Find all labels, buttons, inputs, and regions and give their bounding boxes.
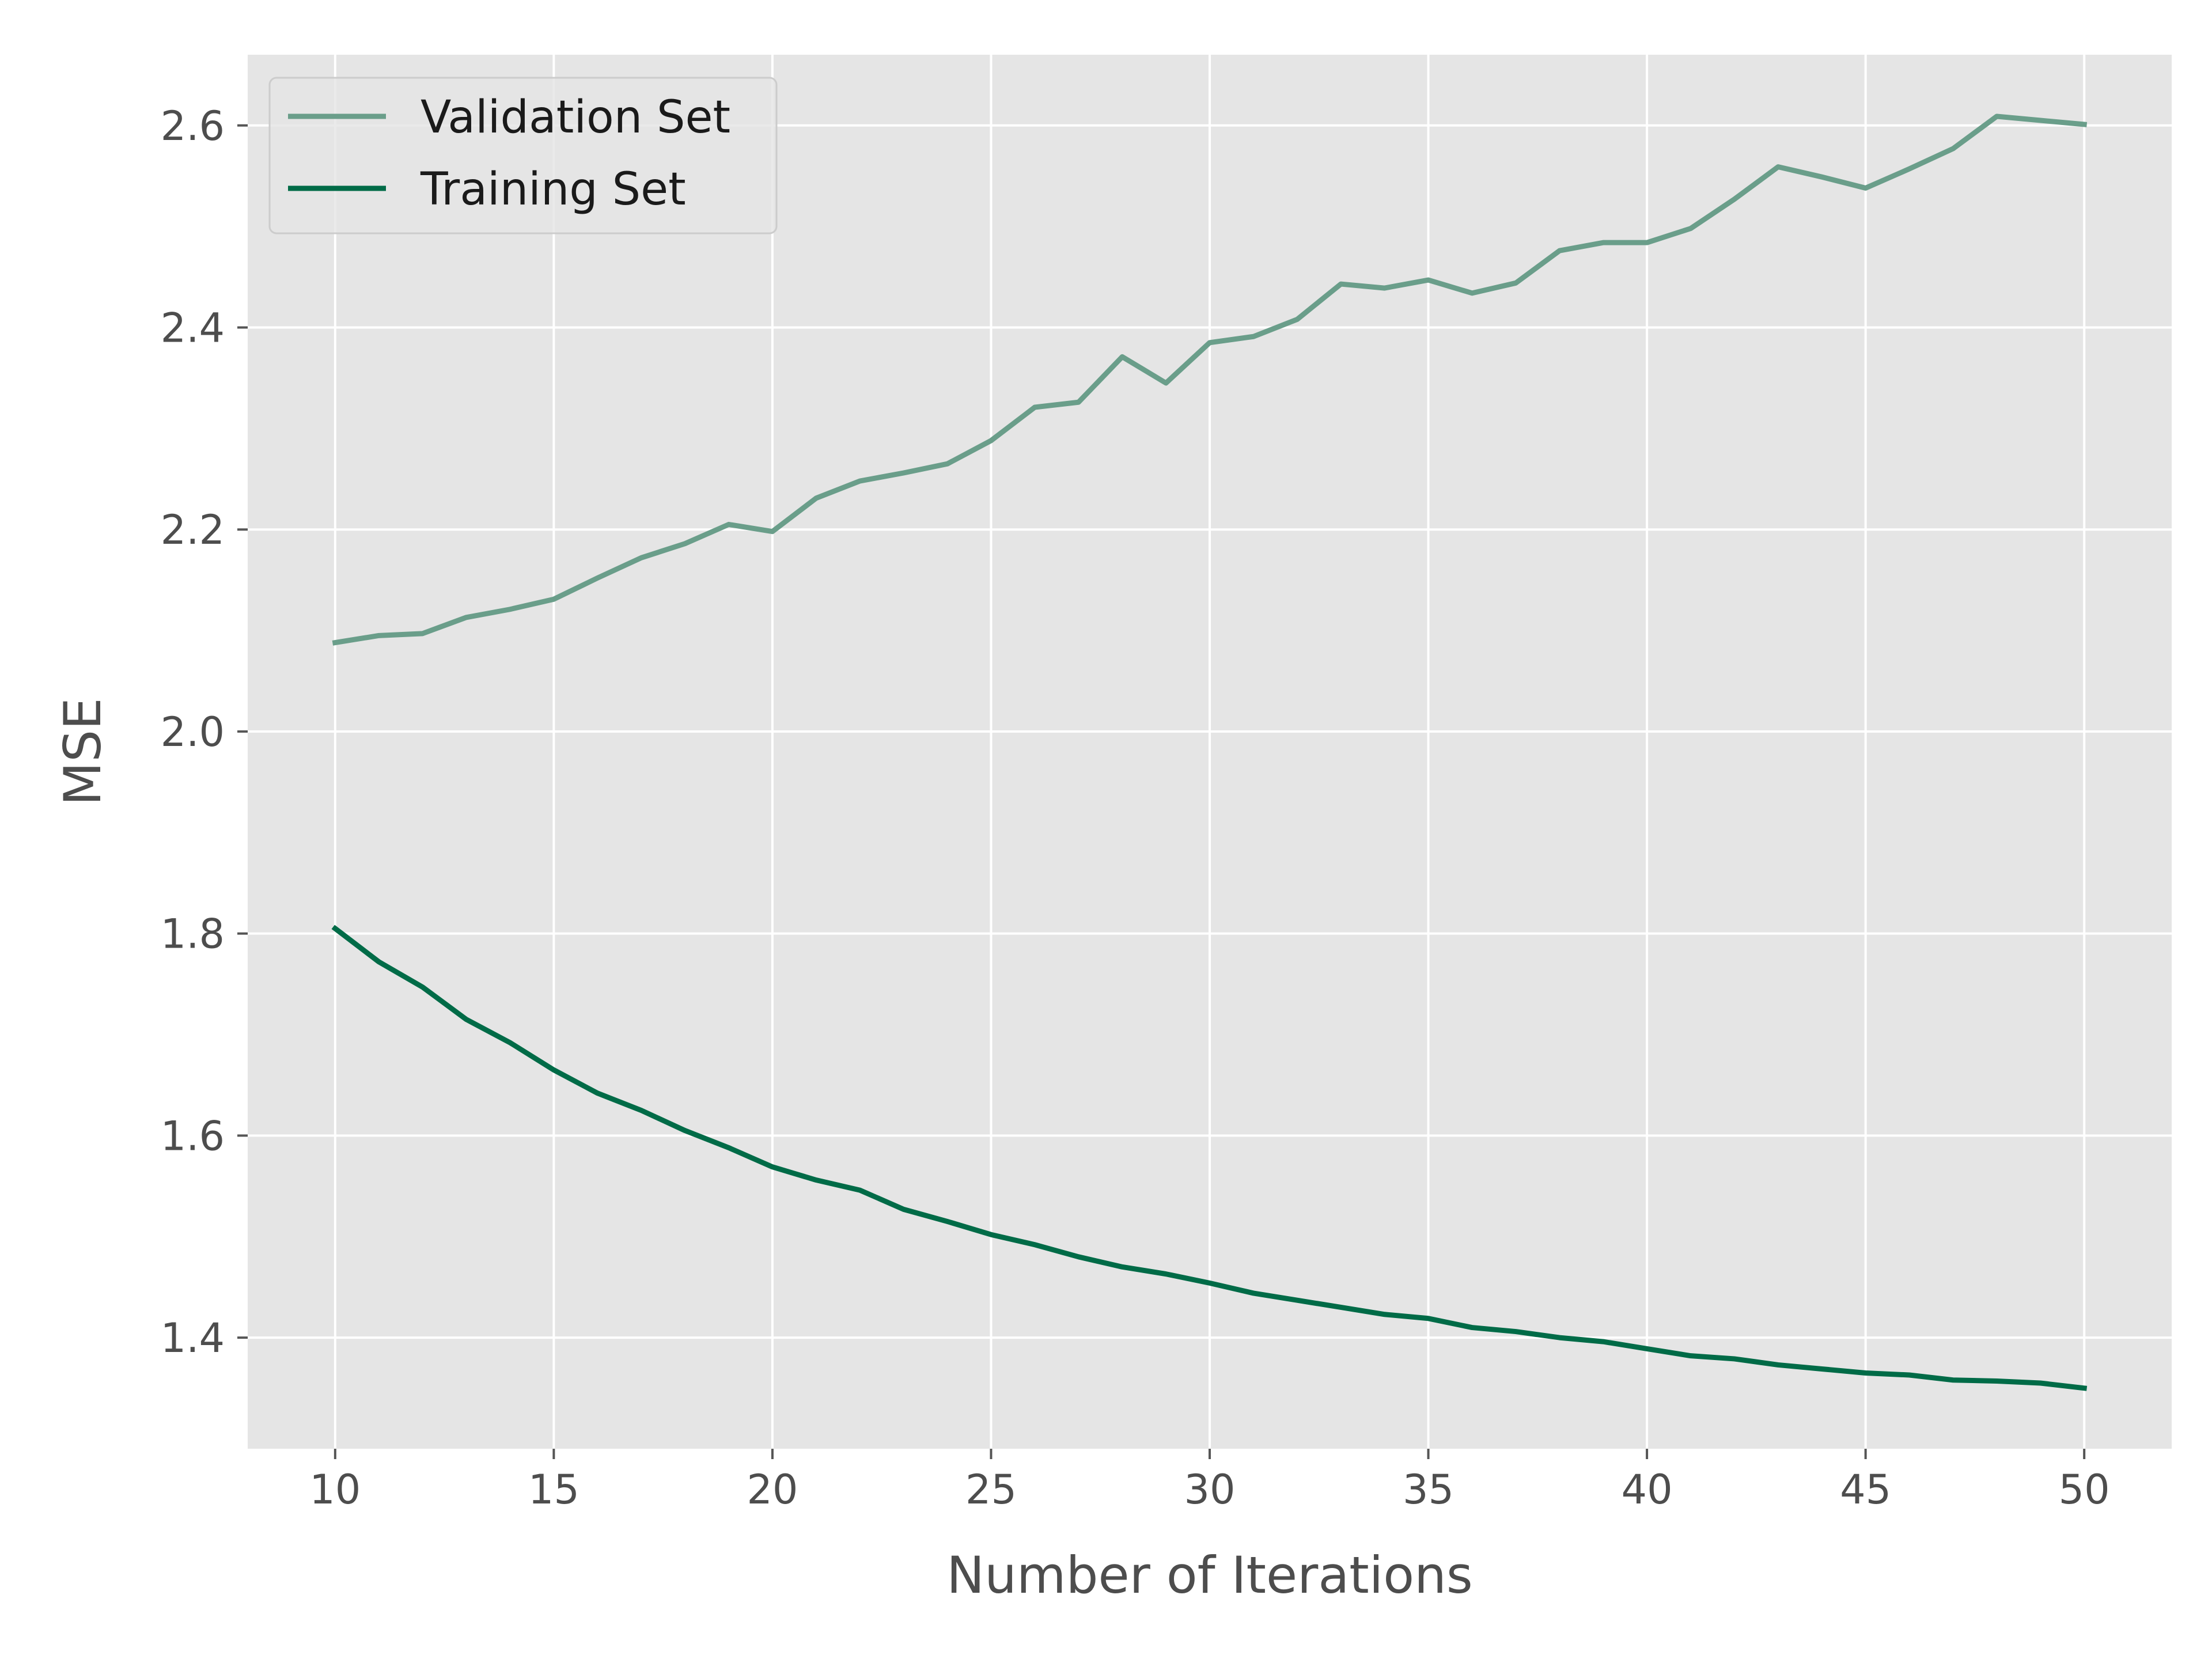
y-tick-label: 2.2 xyxy=(161,506,225,554)
x-tick-label: 20 xyxy=(747,1466,798,1513)
legend: Validation Set Training Set xyxy=(268,77,778,234)
legend-label-0: Validation Set xyxy=(421,92,730,143)
y-tick-label: 2.0 xyxy=(161,709,225,756)
y-tick-label: 2.4 xyxy=(161,304,225,351)
y-tick-label: 2.6 xyxy=(161,103,225,150)
x-tick-label: 50 xyxy=(2059,1466,2110,1513)
x-tick-label: 30 xyxy=(1184,1466,1235,1513)
x-tick-label: 10 xyxy=(309,1466,361,1513)
series-line-0 xyxy=(332,113,2088,646)
x-tick-label: 40 xyxy=(1622,1466,1673,1513)
x-tick-label: 35 xyxy=(1403,1466,1454,1513)
x-tick-label: 45 xyxy=(1840,1466,1891,1513)
series-line-1 xyxy=(331,925,2088,1391)
x-tick-label: 25 xyxy=(965,1466,1017,1513)
grid-lines xyxy=(248,55,2172,1449)
y-tick-label: 1.8 xyxy=(161,911,225,958)
y-tick-label: 1.4 xyxy=(161,1315,225,1362)
legend-frame xyxy=(268,77,778,234)
series-lines xyxy=(331,113,2088,1391)
y-axis-ticks: 1.4 1.6 1.8 2.0 2.2 2.4 2.6 xyxy=(161,103,248,1362)
legend-label-1: Training Set xyxy=(420,164,686,215)
y-axis-label: MSE xyxy=(53,698,112,805)
x-axis-ticks: 10 15 20 25 30 35 40 45 50 xyxy=(309,1449,2110,1513)
x-axis-label: Number of Iterations xyxy=(946,1546,1472,1605)
x-tick-label: 15 xyxy=(528,1466,579,1513)
y-tick-label: 1.6 xyxy=(161,1112,225,1160)
